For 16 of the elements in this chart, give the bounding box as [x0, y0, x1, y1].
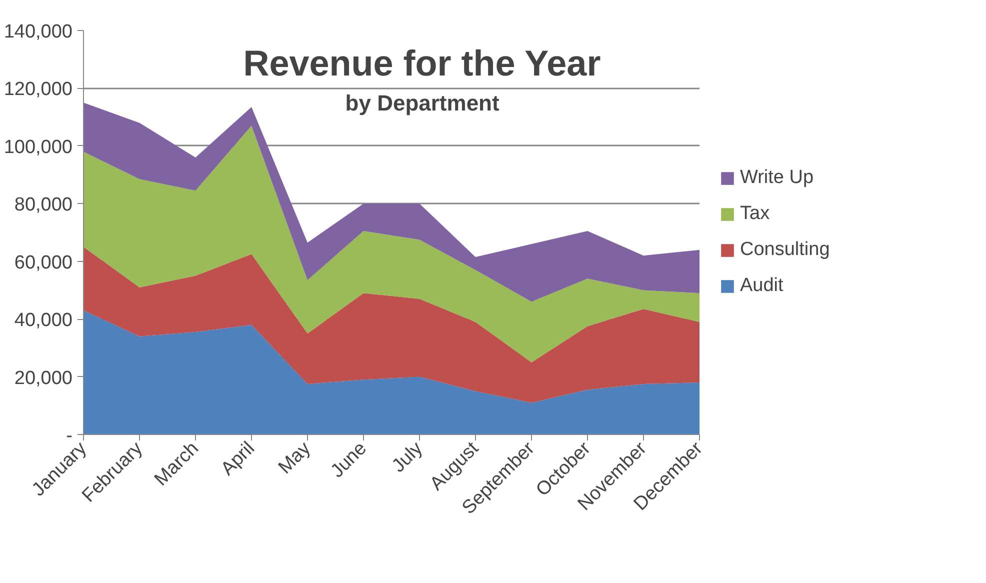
y-tick-label: 80,000: [14, 194, 73, 216]
x-tick-label: May: [274, 438, 316, 478]
legend-label: Tax: [740, 203, 770, 225]
y-tick-label: 40,000: [14, 310, 73, 332]
y-tick-label: 140,000: [4, 22, 73, 42]
legend-label: Consulting: [740, 239, 830, 261]
legend-label: Audit: [740, 275, 784, 297]
y-tick-label: 120,000: [4, 79, 73, 100]
x-tick-label: July: [388, 438, 428, 477]
y-tick-label: 100,000: [4, 136, 73, 158]
y-tick-label: 20,000: [14, 368, 73, 389]
legend-label: Write Up: [740, 167, 814, 189]
text: by Department: [345, 90, 500, 116]
y-tick-label: -: [66, 426, 72, 446]
y-tick-label: 60,000: [14, 252, 73, 274]
chart-title: Revenue for the Year: [243, 42, 601, 84]
